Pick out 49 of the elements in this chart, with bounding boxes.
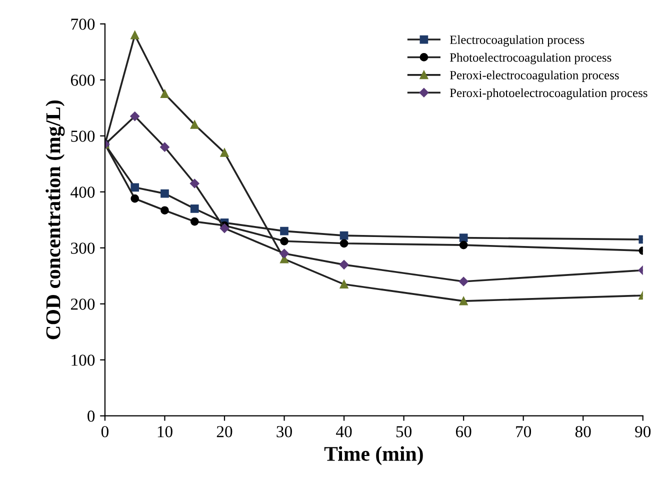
legend-label: Peroxi-photoelectrocoagulation process [450,88,648,100]
point [339,260,349,270]
y-tick-label: 0 [88,410,95,422]
x-tick-label: 60 [456,426,472,438]
point [160,142,170,152]
y-tick-label: 700 [71,18,95,30]
x-tick-label: 30 [276,426,292,438]
point [340,239,348,248]
point [190,178,200,188]
point [220,224,230,233]
legend-label: Photoelectrocoagulation process [450,52,612,64]
y-tick-label: 100 [72,354,95,366]
x-tick-label: 0 [101,426,108,438]
point [340,231,348,240]
point [160,206,169,215]
y-axis-title: COD concentration (mg/L) [46,100,65,340]
y-tick-label: 400 [70,186,95,198]
x-tick-label: 50 [396,426,412,438]
point [280,236,288,246]
point [190,217,199,226]
point [190,204,199,213]
point [459,296,468,306]
point [160,90,169,98]
x-tick-label: 40 [336,426,352,438]
point [280,226,288,236]
y-tick-label: 300 [71,242,95,254]
point [458,276,468,286]
point [340,280,348,288]
x-axis-title: Time (min) [324,446,423,466]
point [130,183,140,192]
x-tick-label: 70 [516,426,532,438]
point [130,112,140,121]
legend-label: Peroxi-electrocoagulation process [450,70,619,82]
point [190,120,199,129]
point [459,240,468,250]
x-tick-label: 20 [216,426,232,438]
point [220,148,229,157]
point [459,234,468,242]
legend-label: Electrocoagulation process [450,35,584,47]
point [130,194,140,203]
y-tick-label: 600 [70,74,95,86]
y-tick-label: 200 [70,298,95,310]
point [280,248,289,258]
point [160,189,169,198]
x-tick-label: 80 [575,426,591,438]
point [130,30,140,40]
x-tick-label: 90 [635,426,651,438]
x-tick-label: 10 [158,426,172,438]
y-tick-label: 500 [71,130,95,142]
